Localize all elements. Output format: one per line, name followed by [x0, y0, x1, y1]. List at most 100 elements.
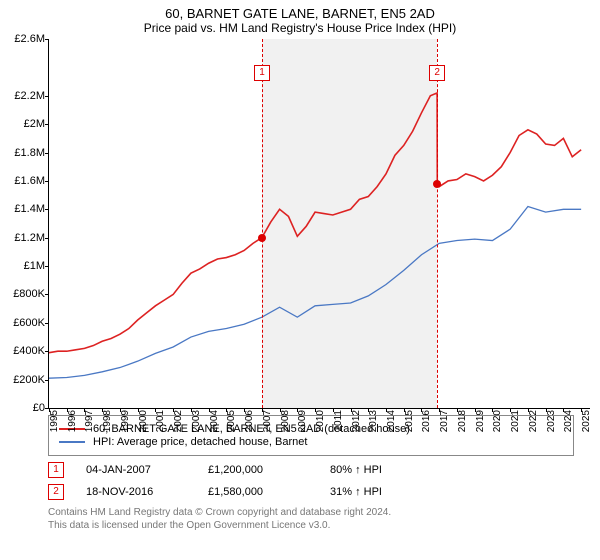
y-axis-label: £2M	[24, 118, 45, 130]
event-marker: 1	[254, 65, 270, 81]
event-table: 1 04-JAN-2007 £1,200,000 80% ↑ HPI 2 18-NOV-2…	[48, 462, 574, 500]
x-axis-label: 2004	[209, 410, 220, 432]
event-id-box: 2	[48, 484, 64, 500]
x-axis-label: 2008	[280, 410, 291, 432]
x-axis-label: 2002	[173, 410, 184, 432]
x-axis-tick	[244, 408, 245, 412]
x-axis-label: 2010	[315, 410, 326, 432]
chart-title: 60, BARNET GATE LANE, BARNET, EN5 2AD	[0, 0, 600, 21]
event-date: 18-NOV-2016	[86, 486, 186, 498]
x-axis-label: 2012	[351, 410, 362, 432]
chart-subtitle: Price paid vs. HM Land Registry's House …	[0, 21, 600, 39]
y-axis-tick	[45, 323, 49, 324]
y-axis-label: £600K	[13, 317, 45, 329]
y-axis-label: £200K	[13, 374, 45, 386]
x-axis-tick	[386, 408, 387, 412]
x-axis-tick	[581, 408, 582, 412]
y-axis-tick	[45, 96, 49, 97]
y-axis-tick	[45, 294, 49, 295]
x-axis-tick	[102, 408, 103, 412]
event-marker: 2	[429, 65, 445, 81]
x-axis-label: 1996	[67, 410, 78, 432]
x-axis-tick	[138, 408, 139, 412]
y-axis-label: £1M	[24, 260, 45, 272]
x-axis-label: 2022	[528, 410, 539, 432]
y-axis-tick	[45, 39, 49, 40]
y-axis-tick	[45, 181, 49, 182]
x-axis-tick	[191, 408, 192, 412]
x-axis-tick	[315, 408, 316, 412]
x-axis-label: 2021	[510, 410, 521, 432]
x-axis-label: 2018	[457, 410, 468, 432]
x-axis-label: 2016	[421, 410, 432, 432]
x-axis-label: 2024	[563, 410, 574, 432]
series-line	[49, 206, 581, 378]
x-axis-tick	[475, 408, 476, 412]
x-axis-label: 2011	[333, 410, 344, 432]
x-axis-label: 2007	[262, 410, 273, 432]
x-axis-tick	[280, 408, 281, 412]
y-axis-tick	[45, 351, 49, 352]
x-axis-tick	[84, 408, 85, 412]
event-date: 04-JAN-2007	[86, 464, 186, 476]
x-axis-tick	[351, 408, 352, 412]
x-axis-label: 1998	[102, 410, 113, 432]
x-axis-tick	[209, 408, 210, 412]
x-axis-tick	[120, 408, 121, 412]
legend-swatch	[59, 441, 85, 443]
x-axis-tick	[439, 408, 440, 412]
x-axis-label: 2006	[244, 410, 255, 432]
event-id-box: 1	[48, 462, 64, 478]
x-axis-tick	[173, 408, 174, 412]
x-axis-label: 1999	[120, 410, 131, 432]
y-axis-label: £1.8M	[14, 147, 45, 159]
legend-label: HPI: Average price, detached house, Barn…	[93, 436, 307, 448]
x-axis-tick	[49, 408, 50, 412]
y-axis-tick	[45, 380, 49, 381]
event-delta: 80% ↑ HPI	[330, 464, 382, 476]
event-row: 1 04-JAN-2007 £1,200,000 80% ↑ HPI	[48, 462, 574, 478]
series-line	[49, 93, 581, 353]
y-axis-label: £1.2M	[14, 232, 45, 244]
x-axis-tick	[226, 408, 227, 412]
x-axis-tick	[262, 408, 263, 412]
legend-item: 60, BARNET GATE LANE, BARNET, EN5 2AD (d…	[59, 423, 563, 435]
x-axis-tick	[510, 408, 511, 412]
y-axis-tick	[45, 153, 49, 154]
legend-item: HPI: Average price, detached house, Barn…	[59, 436, 563, 448]
x-axis-tick	[404, 408, 405, 412]
x-axis-label: 2020	[492, 410, 503, 432]
x-axis-label: 2005	[226, 410, 237, 432]
x-axis-label: 2014	[386, 410, 397, 432]
attribution-line: Contains HM Land Registry data © Crown c…	[48, 506, 574, 519]
x-axis-label: 2013	[368, 410, 379, 432]
x-axis-label: 2023	[546, 410, 557, 432]
y-axis-label: £1.6M	[14, 175, 45, 187]
x-axis-label: 2019	[475, 410, 486, 432]
x-axis-label: 2025	[581, 410, 592, 432]
y-axis-label: £1.4M	[14, 203, 45, 215]
x-axis-tick	[368, 408, 369, 412]
event-delta: 31% ↑ HPI	[330, 486, 382, 498]
x-axis-label: 2000	[138, 410, 149, 432]
x-axis-tick	[333, 408, 334, 412]
x-axis-tick	[546, 408, 547, 412]
event-price: £1,580,000	[208, 486, 308, 498]
y-axis-label: £2.6M	[14, 33, 45, 45]
y-axis-label: £400K	[13, 345, 45, 357]
y-axis-label: £0	[33, 402, 45, 414]
x-axis-label: 2009	[297, 410, 308, 432]
x-axis-label: 2017	[439, 410, 450, 432]
x-axis-tick	[492, 408, 493, 412]
event-price: £1,200,000	[208, 464, 308, 476]
x-axis-label: 1997	[84, 410, 95, 432]
attribution: Contains HM Land Registry data © Crown c…	[48, 506, 574, 532]
chart-area: £0£200K£400K£600K£800K£1M£1.2M£1.4M£1.6M…	[48, 39, 590, 409]
x-axis-tick	[67, 408, 68, 412]
event-dot	[433, 180, 441, 188]
x-axis-tick	[421, 408, 422, 412]
plot-area: £0£200K£400K£600K£800K£1M£1.2M£1.4M£1.6M…	[48, 39, 590, 409]
x-axis-tick	[528, 408, 529, 412]
attribution-line: This data is licensed under the Open Gov…	[48, 519, 574, 532]
x-axis-label: 2003	[191, 410, 202, 432]
